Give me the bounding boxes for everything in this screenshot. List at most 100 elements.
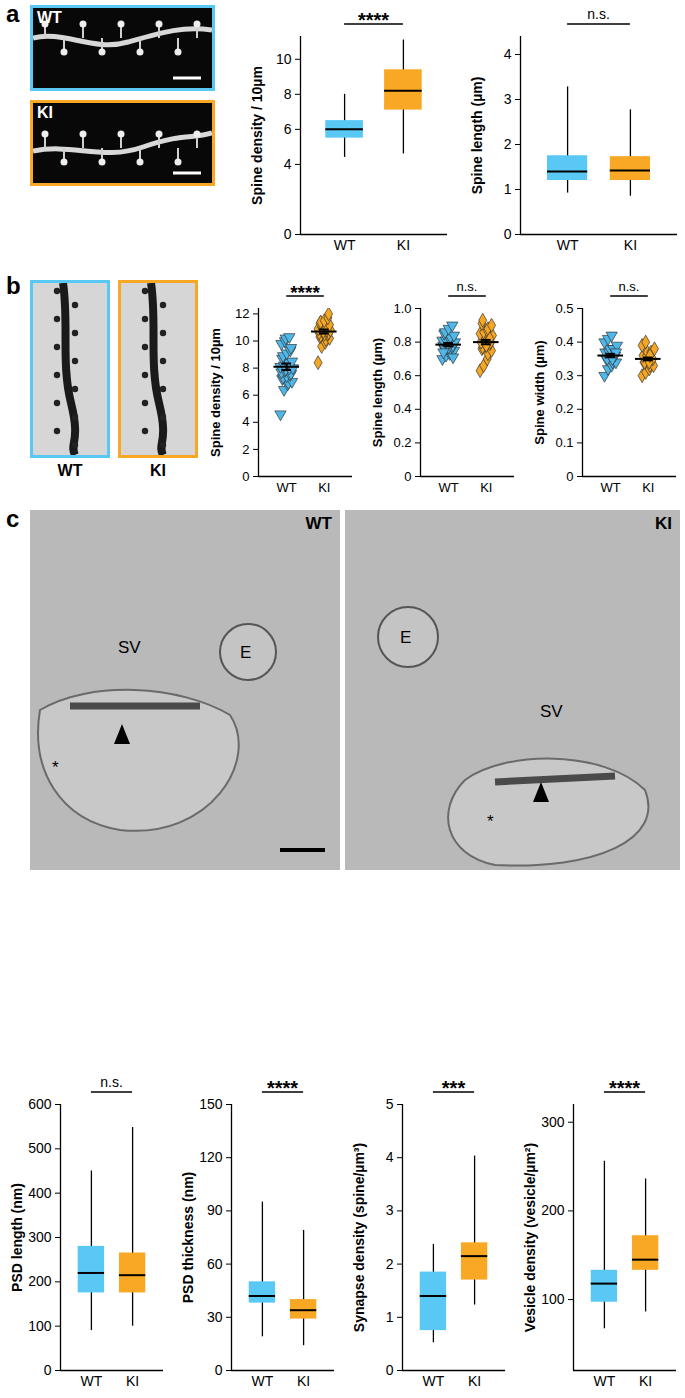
html-text:KI: KI xyxy=(37,104,53,121)
svg-text:0: 0 xyxy=(215,1362,223,1378)
svg-text:Spine width (µm): Spine width (µm) xyxy=(532,340,547,444)
svg-text:3: 3 xyxy=(386,1202,394,1218)
svg-text:600: 600 xyxy=(28,1096,52,1112)
svg-text:60: 60 xyxy=(207,1256,223,1272)
svg-text:****: **** xyxy=(290,282,320,303)
svg-text:****: **** xyxy=(358,9,389,31)
svg-text:10: 10 xyxy=(276,51,292,67)
svg-text:****: **** xyxy=(609,1077,640,1099)
svg-text:4: 4 xyxy=(242,414,249,429)
svg-text:300: 300 xyxy=(541,1114,565,1130)
svg-text:Spine density / 10µm: Spine density / 10µm xyxy=(249,66,265,205)
svg-text:WT: WT xyxy=(594,1373,616,1389)
svg-text:WT: WT xyxy=(439,480,459,495)
html-text:c: c xyxy=(6,505,20,532)
svg-text:120: 120 xyxy=(199,1149,223,1165)
svg-text:1.0: 1.0 xyxy=(393,301,411,316)
svg-text:0.2: 0.2 xyxy=(393,435,411,450)
html-text:SV: SV xyxy=(118,638,141,657)
svg-text:0: 0 xyxy=(242,469,249,484)
svg-text:0.2: 0.2 xyxy=(555,401,573,416)
html-text:KI: KI xyxy=(150,462,166,479)
svg-text:KI: KI xyxy=(639,1373,652,1389)
svg-text:****: **** xyxy=(267,1077,298,1099)
svg-text:2: 2 xyxy=(386,1256,394,1272)
svg-text:Vesicle density (vesicle/µm²): Vesicle density (vesicle/µm²) xyxy=(522,1143,538,1332)
svg-text:2: 2 xyxy=(504,136,512,152)
html-text:WT: WT xyxy=(37,9,62,26)
svg-text:KI: KI xyxy=(468,1373,481,1389)
svg-text:KI: KI xyxy=(397,237,410,253)
svg-text:WT: WT xyxy=(601,480,621,495)
svg-text:n.s.: n.s. xyxy=(587,6,610,22)
svg-text:10: 10 xyxy=(235,333,249,348)
svg-text:2: 2 xyxy=(242,442,249,457)
svg-text:***: *** xyxy=(442,1077,466,1099)
svg-text:0.4: 0.4 xyxy=(555,334,573,349)
svg-text:12: 12 xyxy=(235,306,249,321)
svg-text:0.3: 0.3 xyxy=(555,368,573,383)
html-text:WT: WT xyxy=(305,514,332,533)
svg-text:WT: WT xyxy=(81,1373,103,1389)
svg-text:3: 3 xyxy=(504,91,512,107)
svg-text:PSD length (nm): PSD length (nm) xyxy=(9,1183,25,1292)
svg-text:4: 4 xyxy=(386,1149,394,1165)
svg-text:Spine length (µm): Spine length (µm) xyxy=(469,77,485,195)
html-text:b: b xyxy=(6,272,21,299)
svg-text:KI: KI xyxy=(297,1373,310,1389)
html-text:KI: KI xyxy=(655,514,672,533)
svg-text:400: 400 xyxy=(28,1185,52,1201)
svg-text:4: 4 xyxy=(504,46,512,62)
svg-text:n.s.: n.s. xyxy=(100,1074,123,1090)
html-text:E: E xyxy=(400,628,412,647)
svg-text:WT: WT xyxy=(423,1373,445,1389)
svg-text:1: 1 xyxy=(386,1309,394,1325)
svg-text:0.4: 0.4 xyxy=(393,401,411,416)
svg-text:200: 200 xyxy=(28,1273,52,1289)
svg-text:n.s.: n.s. xyxy=(619,279,640,294)
svg-text:KI: KI xyxy=(642,480,654,495)
svg-text:KI: KI xyxy=(126,1373,139,1389)
svg-text:0: 0 xyxy=(284,226,292,242)
svg-text:6: 6 xyxy=(284,121,292,137)
svg-text:WT: WT xyxy=(334,237,356,253)
svg-text:0.8: 0.8 xyxy=(393,334,411,349)
svg-text:0: 0 xyxy=(44,1362,52,1378)
html-text:WT: WT xyxy=(57,462,83,479)
svg-text:KI: KI xyxy=(624,237,637,253)
html-text:a: a xyxy=(6,0,20,27)
svg-text:PSD thickness (nm): PSD thickness (nm) xyxy=(180,1172,196,1303)
html-text:E: E xyxy=(240,643,252,662)
svg-text:KI: KI xyxy=(480,480,492,495)
svg-text:0: 0 xyxy=(386,1362,394,1378)
svg-text:30: 30 xyxy=(207,1309,223,1325)
svg-text:150: 150 xyxy=(199,1096,223,1112)
svg-text:n.s.: n.s. xyxy=(457,279,478,294)
svg-text:1: 1 xyxy=(504,181,512,197)
svg-text:WT: WT xyxy=(252,1373,274,1389)
svg-text:0: 0 xyxy=(504,226,512,242)
svg-text:WT: WT xyxy=(277,480,297,495)
svg-text:90: 90 xyxy=(207,1202,223,1218)
svg-text:Spine length (µm): Spine length (µm) xyxy=(370,338,385,447)
svg-text:200: 200 xyxy=(541,1202,565,1218)
svg-text:WT: WT xyxy=(557,237,579,253)
svg-text:0.6: 0.6 xyxy=(393,368,411,383)
html-text:SV: SV xyxy=(540,702,563,721)
svg-text:500: 500 xyxy=(28,1140,52,1156)
svg-text:300: 300 xyxy=(28,1229,52,1245)
svg-text:4: 4 xyxy=(284,156,292,172)
svg-text:100: 100 xyxy=(28,1318,52,1334)
svg-text:Spine density / 10µm: Spine density / 10µm xyxy=(208,328,223,457)
svg-text:0.1: 0.1 xyxy=(555,435,573,450)
svg-text:KI: KI xyxy=(318,480,330,495)
svg-text:Synapse density (spine/µm³): Synapse density (spine/µm³) xyxy=(351,1143,367,1332)
svg-text:0: 0 xyxy=(404,469,411,484)
svg-text:0: 0 xyxy=(566,469,573,484)
svg-text:8: 8 xyxy=(284,86,292,102)
svg-text:6: 6 xyxy=(242,387,249,402)
svg-text:100: 100 xyxy=(541,1291,565,1307)
svg-text:8: 8 xyxy=(242,360,249,375)
svg-text:5: 5 xyxy=(386,1096,394,1112)
svg-text:0.5: 0.5 xyxy=(555,301,573,316)
